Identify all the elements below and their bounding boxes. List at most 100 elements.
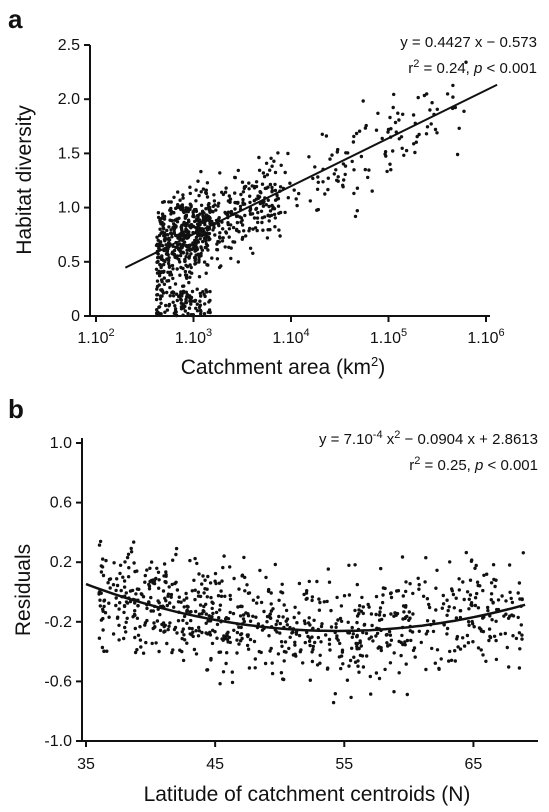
data-point — [451, 83, 455, 88]
data-point — [162, 282, 167, 286]
data-point — [396, 589, 401, 593]
data-point — [189, 618, 193, 623]
data-point — [184, 213, 189, 217]
data-point — [268, 615, 272, 620]
data-point — [209, 209, 214, 213]
data-point — [245, 633, 249, 637]
data-point — [325, 599, 329, 604]
data-point — [504, 599, 508, 603]
data-point — [189, 252, 193, 256]
data-point — [476, 606, 481, 610]
data-point — [457, 588, 461, 592]
y-tick-label-b: 0.6 — [50, 495, 72, 512]
data-point — [219, 264, 223, 268]
data-point — [370, 189, 374, 193]
data-point — [197, 305, 202, 310]
data-point — [416, 95, 420, 100]
data-point — [376, 111, 380, 116]
y-tick-label-a: 0.5 — [58, 254, 80, 271]
data-point — [181, 196, 185, 200]
data-point — [365, 654, 369, 658]
data-point — [339, 654, 344, 658]
data-point — [355, 186, 360, 190]
data-point — [329, 608, 333, 613]
data-point — [173, 282, 178, 286]
x-tick-label-b: 55 — [335, 756, 353, 773]
data-point — [188, 243, 193, 247]
data-point — [176, 246, 180, 250]
data-point — [117, 607, 121, 611]
data-point — [507, 563, 512, 567]
data-point — [411, 113, 416, 117]
data-point — [499, 632, 503, 636]
data-point — [237, 625, 241, 629]
data-point — [427, 605, 432, 610]
data-point — [254, 615, 258, 619]
data-point — [264, 575, 268, 580]
data-point — [307, 579, 311, 584]
data-point — [374, 671, 379, 675]
data-point — [202, 292, 206, 296]
data-point — [370, 623, 374, 628]
data-point — [295, 203, 299, 208]
data-point — [101, 628, 105, 632]
data-point — [484, 659, 488, 663]
data-point — [208, 221, 212, 226]
data-point — [169, 212, 173, 216]
data-point — [199, 169, 203, 174]
data-point — [339, 619, 344, 623]
data-point — [167, 585, 171, 589]
data-point — [278, 621, 282, 626]
data-point — [182, 598, 186, 602]
data-point — [430, 101, 434, 105]
data-point — [295, 621, 299, 625]
data-point — [256, 210, 260, 215]
data-point — [246, 591, 251, 595]
data-point — [114, 588, 118, 593]
data-point — [357, 646, 361, 651]
data-point — [166, 233, 170, 237]
data-point — [371, 639, 375, 643]
y-tick-label-b: -0.6 — [44, 673, 72, 690]
x-axis-label-b: Latitude of catchment centroids (N) — [144, 783, 471, 806]
data-point — [409, 638, 413, 643]
data-point — [247, 181, 251, 185]
data-point — [259, 191, 263, 195]
data-point — [374, 612, 378, 617]
data-point — [232, 240, 237, 244]
data-point — [316, 175, 320, 179]
data-point — [308, 623, 312, 627]
data-point — [157, 649, 161, 654]
data-point — [201, 187, 206, 191]
data-point — [494, 657, 499, 662]
data-point — [278, 185, 283, 189]
data-point — [452, 606, 456, 610]
data-point — [392, 651, 396, 655]
data-point — [166, 261, 171, 266]
data-point — [133, 635, 137, 640]
data-point — [227, 194, 231, 198]
data-point — [201, 574, 205, 578]
data-point — [125, 601, 130, 605]
data-point — [308, 643, 312, 648]
data-point — [417, 583, 421, 587]
data-point — [425, 629, 430, 633]
data-point — [260, 220, 264, 225]
data-point — [226, 630, 230, 634]
data-point — [141, 651, 146, 655]
data-point — [359, 644, 363, 648]
data-point — [223, 594, 227, 598]
data-point — [402, 153, 406, 157]
data-point — [204, 271, 208, 275]
data-point — [207, 201, 211, 206]
data-point — [287, 646, 291, 651]
data-point — [343, 164, 348, 168]
data-point — [224, 230, 228, 234]
data-point — [297, 633, 302, 638]
data-point — [268, 649, 272, 653]
data-point — [415, 134, 419, 139]
data-point — [181, 658, 186, 663]
data-point — [128, 589, 133, 593]
data-point — [389, 168, 393, 172]
data-point — [187, 220, 191, 224]
